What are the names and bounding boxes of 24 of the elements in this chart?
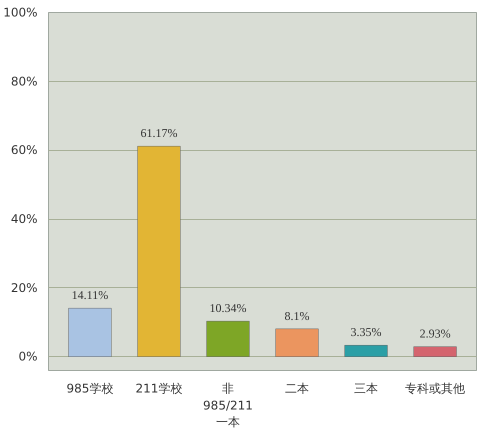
x-tick-label: 二本 — [285, 382, 310, 396]
data-label: 14.11% — [72, 288, 108, 302]
data-label: 2.93% — [420, 326, 451, 341]
bar — [137, 146, 181, 357]
bar — [344, 344, 388, 357]
y-tick-label: 60% — [10, 143, 38, 158]
data-label: 3.35% — [350, 325, 382, 340]
y-tick-label: 80% — [10, 74, 38, 88]
y-tick-label: 100% — [3, 6, 38, 20]
y-tick-label: 20% — [10, 280, 38, 295]
bar — [206, 320, 250, 357]
x-tick-label: 三本 — [354, 382, 378, 396]
x-tick-label: 非 985/211 一本 — [203, 382, 253, 430]
x-tick-label: 专科或其他 — [405, 382, 466, 396]
bar — [68, 308, 112, 357]
data-label: 8.1% — [284, 308, 310, 323]
data-label: 61.17% — [140, 126, 178, 140]
data-label: 10.34% — [209, 301, 246, 316]
y-tick-label: 0% — [18, 350, 38, 364]
y-tick-label: 40% — [10, 212, 38, 226]
bar — [275, 328, 319, 357]
bar — [413, 346, 457, 357]
x-tick-label: 211学校 — [136, 382, 182, 396]
x-tick-label: 985学校 — [66, 382, 114, 396]
